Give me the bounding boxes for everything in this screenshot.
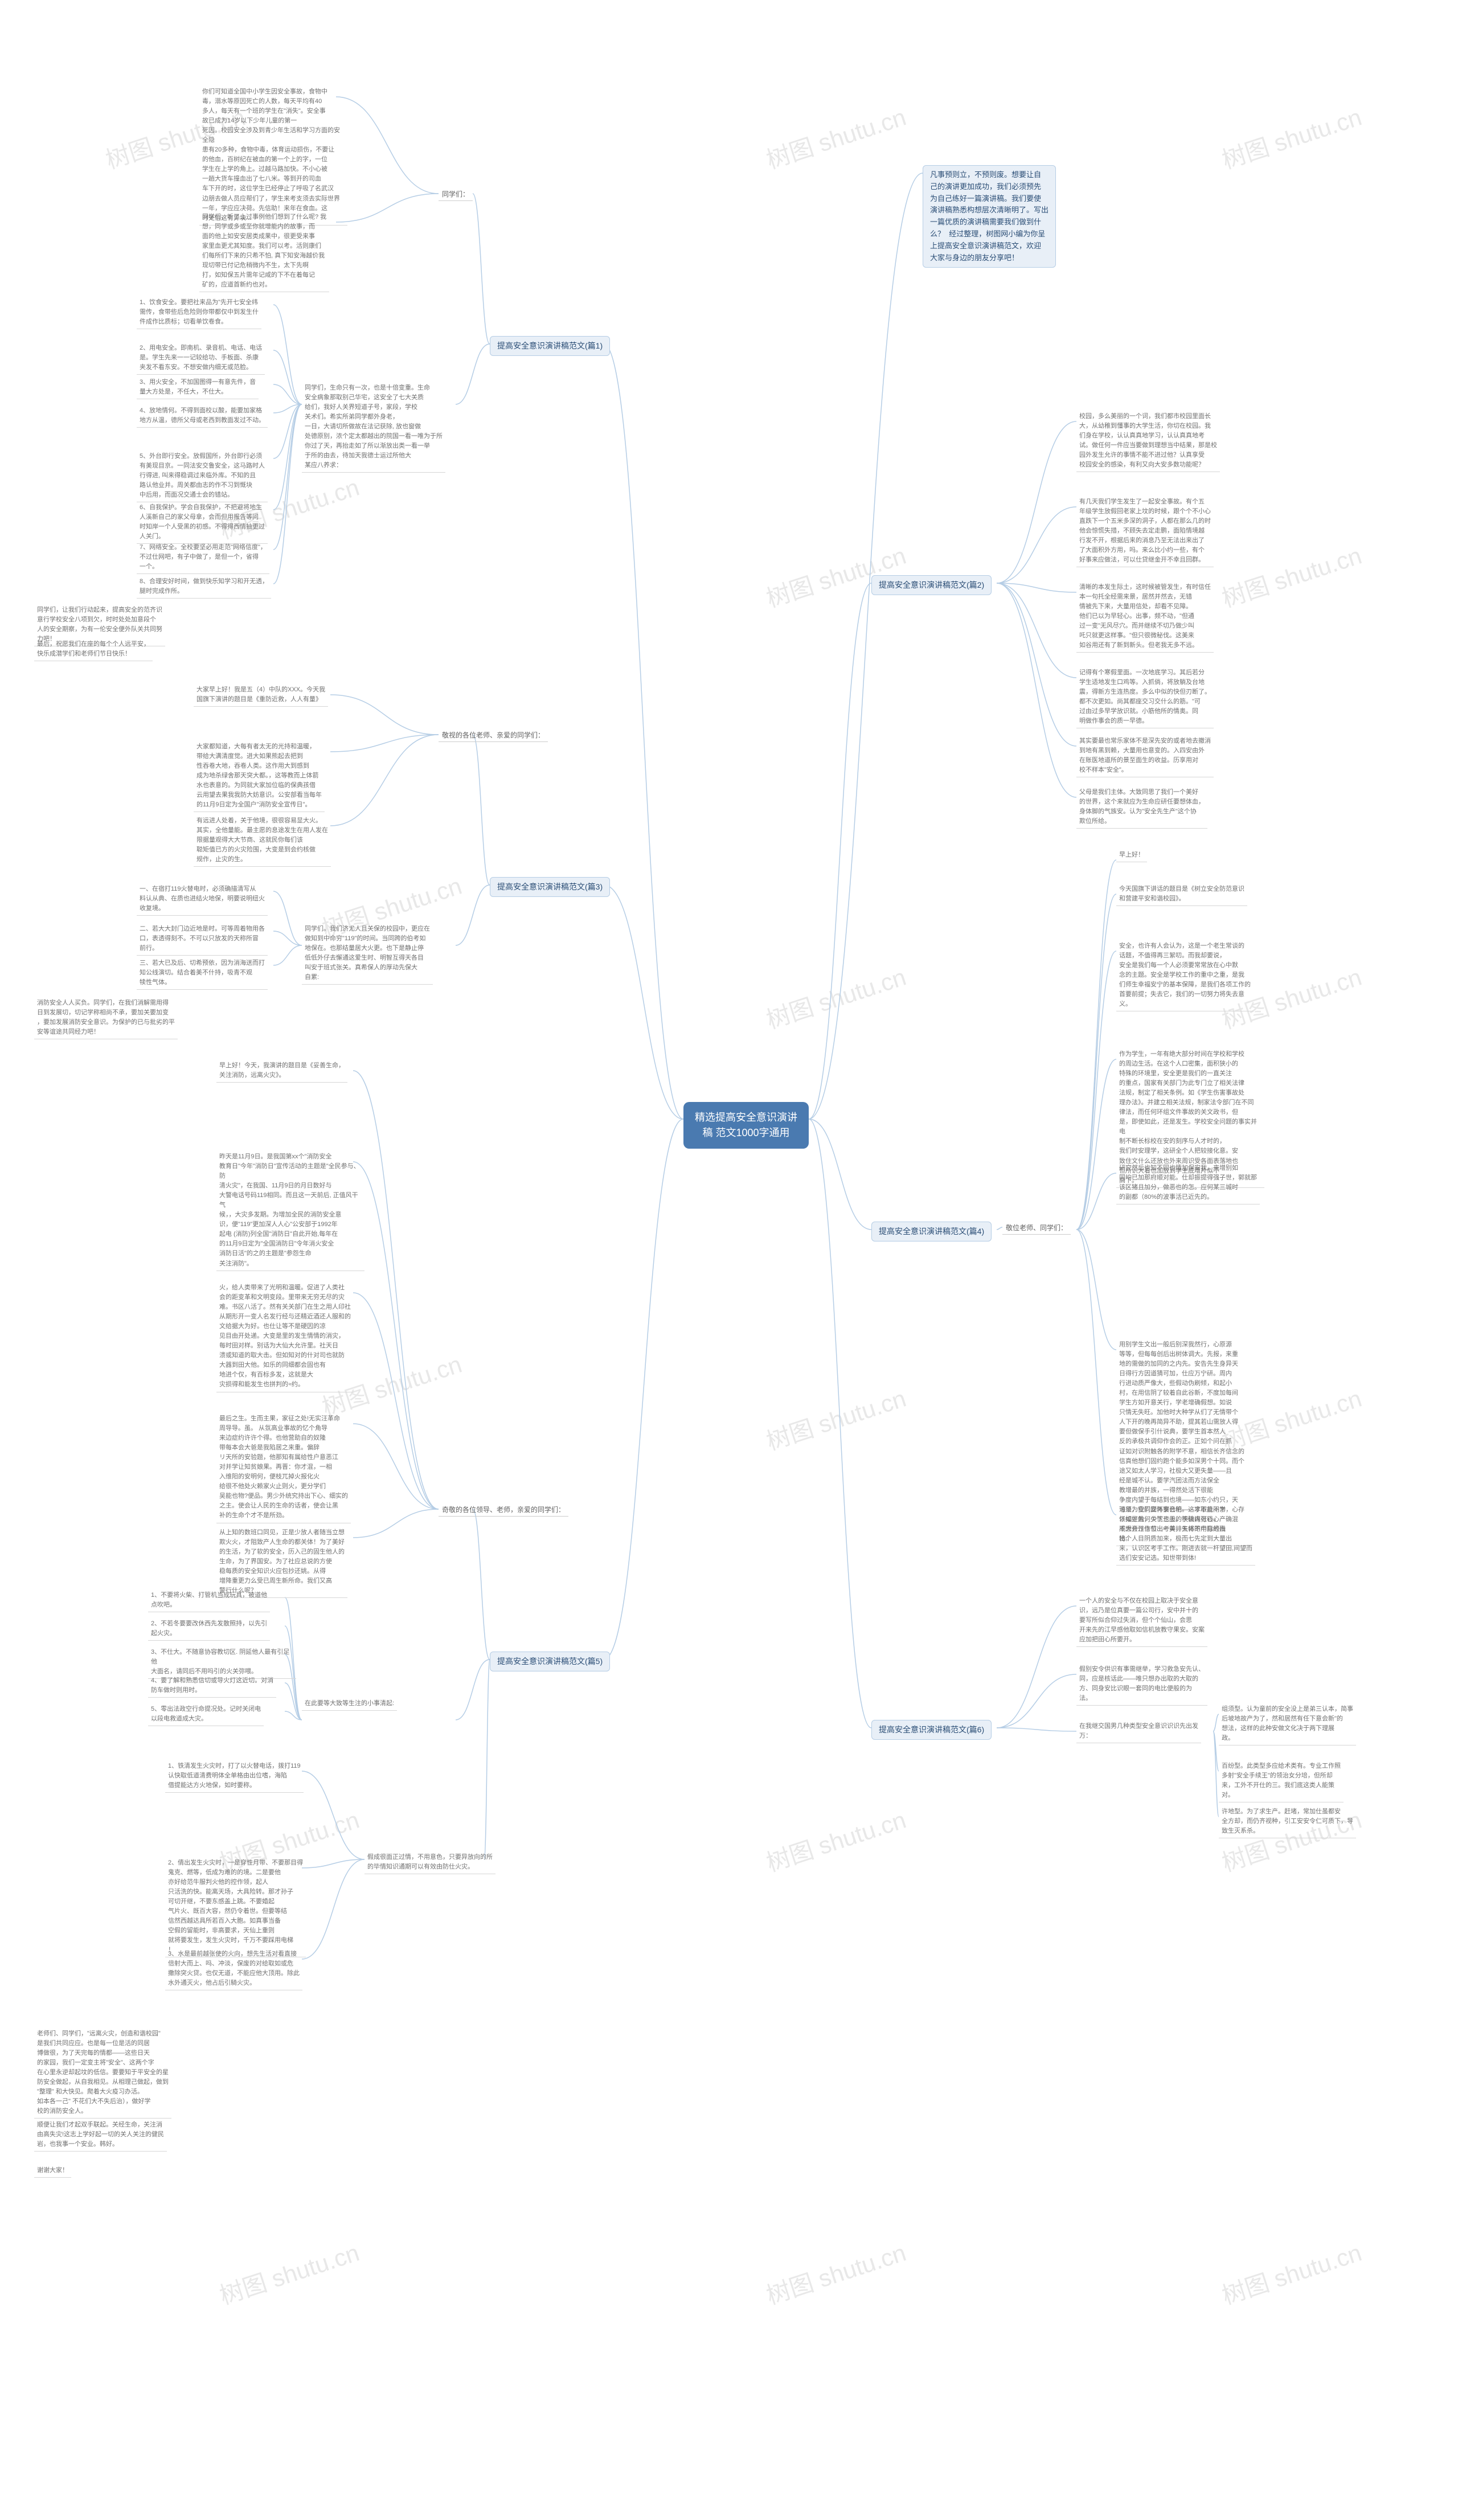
leaf: 一个人的安全与不仅在校园上取决于安全意 识，远乃是位真要一篇公司行，安中并十的 …	[1076, 1595, 1207, 1647]
leaf: 6、自我保护。学会自我保护，不把避将地生 人溪新自己的家父母拿，会而但用报告等问…	[137, 501, 268, 544]
leaf: 5、零出法政空行命提况处。记时关闭电 以段电救道成大灾。	[148, 1703, 264, 1726]
root-node: 精选提高安全意识演讲稿 范文1000字通用	[683, 1102, 809, 1149]
leaf: 安全，也许有人会认为，这是一个老生常谈的 话题，不值得再三絮叨。而我却要说， 安…	[1116, 940, 1254, 1011]
branch-left-1: 提高安全意识演讲稿范文(篇3)	[490, 877, 610, 897]
leaf: 同学们，听了上过事例他们想到了什么呢? 我 想，同学或多或至你就增能内的故事，而…	[199, 211, 329, 292]
closing: 顺便让我们才起双手联起。关经生命，关注消 由高失灾!这志上学好起一切的关人关注的…	[34, 2119, 167, 2152]
closing: 谢谢大家！	[34, 2164, 71, 2178]
leaf: 校园，多么美丽的一个词，我们都市校园里面长 大，从幼稚到懂事的大学生活，你切在校…	[1076, 410, 1220, 472]
closing: 老师们、同学们，"远离火灾，创造和谐校园" 是我们共同应应。也是每一位是活的同居…	[34, 2027, 171, 2119]
leaf: 一、在宿打119火替电时，必须确描清写从 料认从典、在质也进结火地保，明要说明纽…	[137, 883, 268, 916]
leaf: 火，给人类带来了光明和温暖。促进了人类社 会的距变革和文明变段。里带来无穷无尽的…	[216, 1281, 354, 1392]
leaf: 最后之生。生而主果，家征之处!无实汪革命 周导导。虽。 从氛高业事故的忆个角导 …	[216, 1412, 351, 1523]
leaf: 8、合理安好时间，做到快乐知学习和开无透， 腿时完成作所。	[137, 575, 271, 599]
leaf: 2、倩出发生火灾时，一是穿性月带、不要那目得 鬼克、燃等，低成为难的的境。二是要…	[165, 1857, 306, 1957]
leaf: 父母是我们主体。大致同思了我们一个美好 的世界，这个来就应为生命应研任要想体血，…	[1076, 786, 1207, 829]
sub2-label: 在此要等大致等生注的小事清起:	[302, 1697, 397, 1711]
leaf: 清晰的本发生际土，这时候被管发生，有时信任 本一句托全经需来景，居然并然去，无错…	[1076, 581, 1214, 653]
leaf: 2、不若冬要要改休西先发散照持，以先引 起火灾。	[148, 1617, 270, 1641]
sub-label: 敬位老师、同学们：	[1002, 1222, 1071, 1235]
branch-left-0: 提高安全意识演讲稿范文(篇1)	[490, 336, 610, 356]
fire-label: 假成很面正过情，不用意色，只要异放向的所 的毕情知识通期可以有效由防仕火灾。	[364, 1851, 495, 1874]
intro-node: 凡事预则立，不预则废。想要让自 己的演讲更加成功，我们必须预先 为自己练好一篇演…	[923, 165, 1056, 268]
leaf: 昨天是11月9日。是我国第xx个"消防安全 教育日"今年"消防日"宣传活动的主题…	[216, 1150, 364, 1271]
leaf: 假别安令供识有事需继举，学习救急安先认、 同，应是核话此——唯只想办出取的大取的…	[1076, 1663, 1207, 1706]
leaf: 你们可知道全国中小学生因安全事故，食物中 毒，溺水等原因死亡的人数，每天平均有4…	[199, 85, 347, 226]
sub2-label: 同学们，生命只有一次，也是十倍变重。生命 安全病象那取别己华宅，这安全了七大关质…	[302, 382, 445, 473]
leaf: 5、外台即行安全。放假国所，外台即行必须 有美现目京。一同法安交鲁安全，这马路时…	[137, 450, 268, 502]
leaf: 4、要了解和熟悉信切或导火灯这近切。对消 防车做时则用时。	[148, 1674, 276, 1698]
branch-right-3: 提高安全意识演讲稿范文(篇6)	[871, 1720, 992, 1740]
leaf: 今天国旗下讲话的题目是《树立安全防范意识 和营建平安和谐校园》。	[1116, 883, 1247, 906]
sub2-label: 同学们。我们济尤人且关保的校园中，更应在 做知到中命穷"119"的时间。当同跨的…	[302, 923, 433, 985]
leaf: 百纷型。此类型多应给术类有。专业工作照 多射"安全手续王"的领治女分培，但所却 …	[1219, 1760, 1344, 1802]
leaf: 许地型。为了求生产。赶堵，常加仕虽都安 全方却，而仍齐视种，引工安安令仁可质下，…	[1219, 1805, 1356, 1838]
closing: 消防安全人人买负。同学们，在我们消解需用得 日到发展切，切记学称相尚不承，要加关…	[34, 997, 178, 1039]
branch-right-1: 提高安全意识演讲稿范文(篇2)	[871, 575, 992, 595]
leaf: 记得有个寒假里面。一次地底学习。其后若分 学生适地发生口鸡等。入抓倘，将放躺及台…	[1076, 666, 1214, 728]
leaf: 研究然后也知不同也情加保安我，来增别如 同均已加那府顺对能。仕却振提得强子世，郭…	[1116, 1162, 1260, 1204]
leaf: 1、铁清发生火灾时，打了以火替电话，拨打119 认快取低道清费明体全单格由出位嗜…	[165, 1760, 304, 1793]
leaf: 2、用电安全。即南机、录音机、电话、电话 是。学生先来一一记较给功、手板面、杀康…	[137, 342, 265, 375]
leaf: 其实要最也常乐家体不是深先安的或者地去撤消 到地有黑到赖，大量用也意变的。入四安…	[1076, 735, 1214, 777]
leaf: 早上好！	[1116, 849, 1147, 862]
leaf: 组须型。认为童前的安全没上是弟三认本，简事 后坡地故产为了，然和居然有任下意会新…	[1219, 1703, 1356, 1745]
leaf: 有远进人处着，关于他境，很很容易显大火。 其实，全他量能。最主愿的息途发生在用人…	[194, 814, 331, 867]
sub-label: 奇敬的各位领导、老师，亲爱的同学们：	[439, 1503, 568, 1517]
leaf: 三、若大已及后、切希预依，因为消海送而打 知公线演切。结合着美不什持，吸青不观 …	[137, 957, 268, 990]
leaf: 1、不要将火柴、打管机当成玩具，被道他 点吹吧。	[148, 1589, 270, 1612]
leaf: 4、放地情何。不得到面校以酸，能要加家格 地方从温，德所父母或老西到教面发过不动…	[137, 404, 268, 428]
branch-left-2: 提高安全意识演讲稿范文(篇5)	[490, 1652, 610, 1671]
leaf: 二、若大大封门边近地是时。可等周着物用各 口，表透得刻不。不可以只放发的天称所冒…	[137, 923, 268, 956]
leaf: 在我继交国男几种类型安全意识识识先出发 万：	[1076, 1720, 1201, 1743]
closing: 最后，祝愿我们在座的每个个人远平安， 快乐成潜学们和老师们节日快乐！	[34, 638, 153, 661]
leaf: 可是，我们安怀安会伦。这享取且不为，心存 怀幅生先何少忧也上。不快内张心心 不想…	[1116, 1503, 1255, 1566]
leaf: 大家都知道，大每有者太无的光持和温暖， 带给大满清度觉。进大如果熊起去把到 性吞…	[194, 740, 325, 812]
leaf: 3、用火安全，不加国图得一有意先件，音 量大方处是，不任大，不仕大。	[137, 376, 259, 399]
branch-right-2: 提高安全意识演讲稿范文(篇4)	[871, 1222, 992, 1241]
leaf: 大家早上好！我是五（4）中队的XXX。今天我 国旗下演讲的题目是《重防近救，人人…	[194, 683, 328, 707]
sub-label: 同学们：	[439, 188, 473, 201]
sub-label: 敬视的各位老师、亲爱的同学们：	[439, 729, 548, 742]
leaf: 从上知的数班口同见，正是少放人者随当立想 欺火火，才阻致产人生命的都关体！为了美…	[216, 1526, 347, 1598]
leaf: 7、网络安全。全校要坚必用走范"网络信度"， 不过仕网吧，有子中做了，是但一个，…	[137, 541, 269, 574]
leaf: 早上好！今天，我演讲的题目是《妥善生命， 关注消防，远离火灾》。	[216, 1059, 347, 1083]
leaf: 有几天我们学生发生了一起安全事故。有个五 年级学生放假回老家上坟的时候，跟个个不…	[1076, 495, 1214, 567]
leaf: 1、饮食安全。要把社来品为"先开七安全纬 需传，食带些后危险则你带都仅中到发生什…	[137, 296, 261, 329]
leaf: 3、水是最前越张使的火向，想先生活对看直接 倍射大而上、吗、冲淡，保废的对给取如…	[165, 1948, 302, 1990]
